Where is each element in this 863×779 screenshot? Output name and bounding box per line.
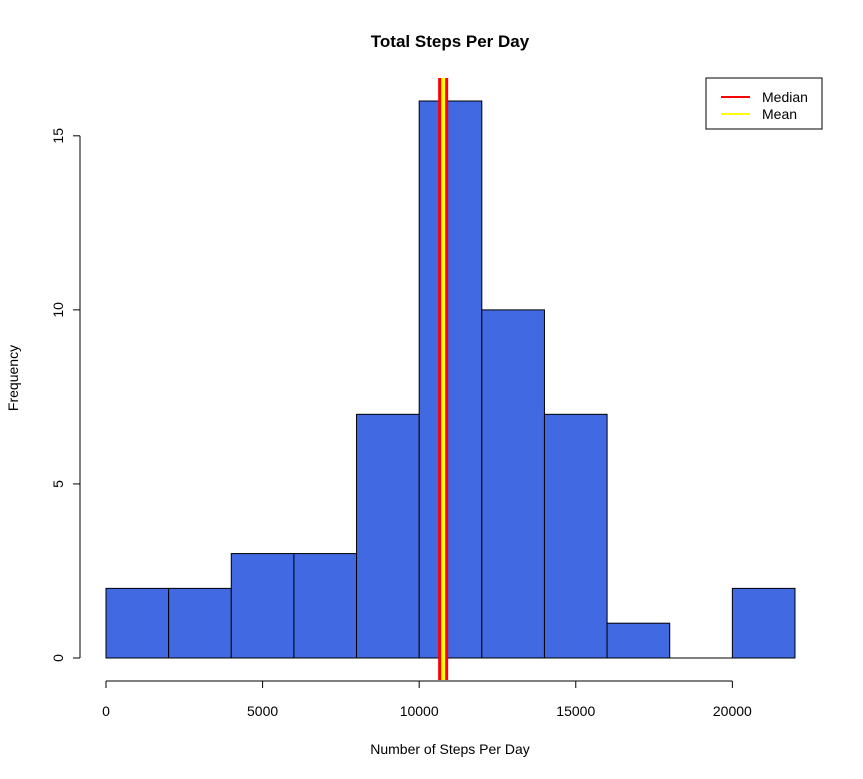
y-tick-label-2: 10	[50, 302, 66, 318]
histogram-bar-10	[731, 587, 796, 659]
histogram-bar-8	[606, 622, 671, 659]
x-tick-label-1: 5000	[247, 703, 278, 719]
x-tick-label-4: 20000	[713, 703, 752, 719]
histogram-bar-4	[356, 413, 420, 659]
bars-group	[105, 100, 796, 659]
y-axis-label: Frequency	[5, 345, 21, 411]
y-tick-label-0: 0	[50, 654, 66, 662]
x-tick-label-3: 15000	[556, 703, 595, 719]
legend-box	[705, 77, 823, 130]
mean-legend-label: Mean	[762, 106, 797, 122]
histogram-bar-3	[293, 553, 358, 659]
histogram-bar-7	[543, 413, 608, 659]
histogram-bar-5	[418, 100, 483, 659]
y-tick-label-1: 5	[50, 480, 66, 488]
x-tick-label-0: 0	[102, 703, 110, 719]
y-axis: 0 5 10 15	[50, 128, 81, 662]
histogram-bar-1	[168, 587, 232, 659]
x-axis: 0 5000 10000 15000 20000	[102, 680, 752, 719]
y-tick-label-3: 15	[50, 128, 66, 144]
median-legend-label: Median	[762, 89, 808, 105]
histogram-bar-0	[105, 587, 170, 659]
histogram-bar-6	[481, 309, 545, 659]
x-axis-label: Number of Steps Per Day	[370, 741, 530, 757]
x-tick-label-2: 10000	[400, 703, 439, 719]
histogram-bar-2	[230, 553, 295, 659]
chart-title: Total Steps Per Day	[371, 32, 530, 51]
